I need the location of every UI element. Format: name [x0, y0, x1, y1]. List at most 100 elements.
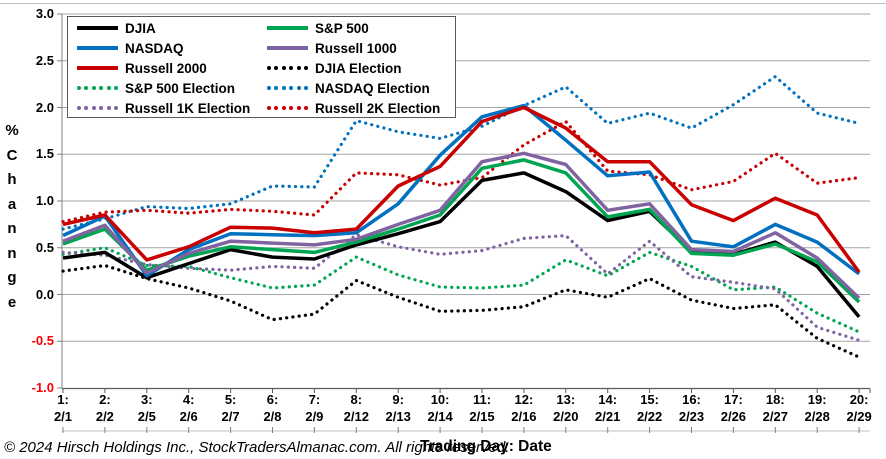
series-line-russell-2k-election — [61, 119, 861, 224]
y-tick-label: 1.0 — [35, 193, 54, 208]
x-tick-day: 3: — [141, 392, 153, 407]
legend-marker-dot — [296, 106, 301, 110]
y-tick-label: 0.5 — [35, 239, 54, 255]
x-tick-label: 18: 2/27 — [753, 391, 797, 425]
x-tick-day: 17: — [723, 392, 743, 407]
x-tick-day: 18: — [765, 392, 785, 407]
legend-marker-dot — [113, 106, 118, 110]
x-tick-day: 19: — [807, 392, 827, 407]
x-tick-date: 2/20 — [553, 409, 579, 424]
x-tick-date: 2/27 — [762, 409, 788, 424]
x-tick-date: 2/8 — [263, 409, 282, 424]
legend-dotted-line-marker — [77, 106, 118, 110]
x-tick-day: 15: — [640, 392, 659, 407]
x-tick-label: 6: 2/8 — [251, 391, 295, 425]
x-tick-date: 2/21 — [595, 409, 621, 424]
legend-marker-dot — [84, 106, 89, 110]
legend-marker-dot — [296, 66, 301, 70]
chart-top-border — [0, 3, 886, 4]
legend-item: NASDAQ — [77, 38, 267, 58]
legend-marker-bar — [267, 46, 308, 50]
legend-line-marker — [267, 46, 308, 50]
legend-dotted-line-marker — [267, 66, 308, 70]
x-tick-date: 2/6 — [179, 409, 198, 424]
y-axis-title-char: % — [5, 122, 19, 139]
legend-marker-dot — [281, 86, 286, 90]
legend-marker-dot — [99, 86, 104, 90]
x-tick-date: 2/7 — [221, 409, 240, 424]
y-tick-label: 2.5 — [35, 52, 54, 68]
x-tick-day: 6: — [266, 392, 279, 407]
y-tick-label: 2.0 — [35, 99, 54, 115]
series-line-russell-1k-election — [61, 233, 861, 342]
series-line-nasdaq-election — [61, 75, 861, 231]
legend-marker-dot — [289, 86, 294, 90]
x-tick-label: 19: 2/28 — [795, 391, 839, 425]
x-tick-day: 2: — [99, 392, 111, 407]
x-tick-label: 2: 2/2 — [83, 391, 127, 425]
legend-label: NASDAQ — [125, 40, 184, 56]
x-tick-label: 4: 2/6 — [167, 391, 211, 425]
x-tick-day: 9: — [392, 392, 404, 407]
x-tick-label: 3: 2/5 — [125, 391, 169, 425]
legend-item: S&P 500 — [267, 18, 457, 38]
legend-marker-dot — [303, 106, 308, 110]
series-line-s-p-500-election — [61, 246, 861, 334]
legend-marker-dot — [281, 66, 286, 70]
legend-marker-dot — [77, 86, 81, 90]
legend-label: S&P 500 Election — [125, 80, 236, 96]
legend-line-marker — [267, 26, 308, 30]
x-tick-date: 2/2 — [95, 409, 114, 424]
legend-item: DJIA — [77, 18, 267, 38]
x-tick-label: 17: 2/26 — [711, 391, 755, 425]
legend-marker-dot — [303, 66, 308, 70]
x-tick-label: 7: 2/9 — [292, 391, 336, 425]
x-tick-label: 15: 2/22 — [628, 391, 672, 425]
y-tick-label: -1.0 — [31, 380, 54, 395]
x-tick-label: 5: 2/7 — [209, 391, 253, 425]
legend-label: Russell 2000 — [125, 60, 207, 76]
legend-marker-dot — [106, 86, 111, 90]
legend-marker-bar — [77, 26, 118, 30]
x-tick-day: 5: — [224, 392, 237, 407]
legend-marker-dot — [289, 106, 294, 110]
legend-dotted-line-marker — [267, 86, 308, 90]
legend-marker-dot — [113, 86, 118, 90]
x-tick-label: 1: 2/1 — [41, 391, 85, 425]
x-tick-day: 1: — [57, 392, 69, 407]
x-tick-date: 2/26 — [720, 409, 747, 424]
legend-line-marker — [77, 46, 118, 50]
legend-item: S&P 500 Election — [77, 78, 267, 98]
y-tick-label: 0.0 — [35, 286, 54, 302]
x-tick-label: 11: 2/15 — [460, 391, 504, 425]
legend-marker-dot — [303, 86, 308, 90]
x-tick-label: 20: 2/29 — [837, 391, 881, 425]
legend-item: NASDAQ Election — [267, 78, 457, 98]
x-tick-date: 2/9 — [305, 409, 324, 424]
x-tick-date: 2/23 — [678, 409, 705, 424]
legend: DJIA NASDAQ Russell 2000 S&P 500 Election Ru… — [67, 16, 456, 118]
legend-marker-dot — [91, 86, 96, 90]
legend-marker-dot — [281, 106, 286, 110]
x-tick-date: 2/14 — [427, 409, 453, 424]
x-tick-day: 12: — [514, 392, 534, 407]
x-tick-day: 10: — [430, 392, 450, 407]
x-tick-day: 14: — [598, 392, 618, 407]
x-tick-date: 2/22 — [636, 409, 663, 424]
x-tick-date: 2/15 — [469, 409, 495, 424]
legend-marker-bar — [267, 26, 308, 30]
x-tick-day: 13: — [556, 392, 576, 407]
y-axis-title-char: e — [7, 293, 17, 311]
legend-line-marker — [77, 66, 118, 70]
x-tick-date: 2/29 — [846, 409, 872, 424]
x-tick-label: 9: 2/13 — [376, 391, 420, 425]
legend-label: DJIA — [125, 20, 156, 36]
x-tick-day: 7: — [308, 392, 321, 407]
legend-label: S&P 500 — [315, 20, 369, 36]
x-tick-label: 12: 2/16 — [502, 391, 546, 425]
series-line-nasdaq — [62, 103, 861, 278]
legend-marker-dot — [274, 86, 279, 90]
